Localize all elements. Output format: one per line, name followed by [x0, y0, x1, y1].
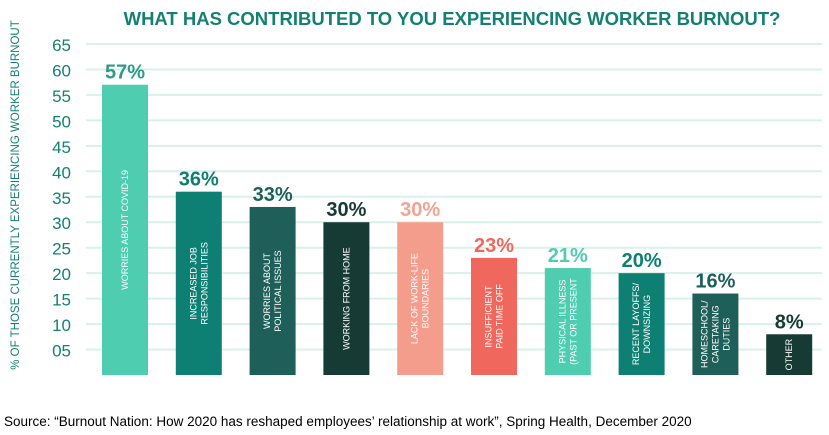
data-label: 16%: [695, 271, 735, 293]
svg-text:PHYSICAL ILLNESS(PAST OR PRESE: PHYSICAL ILLNESS(PAST OR PRESENT: [557, 278, 578, 365]
data-label: 21%: [548, 245, 588, 267]
category-label: WORRIES ABOUTPOLITICAL ISSUES: [262, 250, 283, 331]
y-tick-label: 60: [52, 61, 71, 80]
bar: [471, 257, 517, 375]
chart-title: WHAT HAS CONTRIBUTED TO YOU EXPERIENCING…: [124, 8, 781, 29]
bar: [249, 206, 296, 375]
y-tick-label: 05: [52, 342, 71, 361]
category-label: INSUFFICIENTPAID TIME OFF: [484, 284, 505, 349]
y-tick-label: 30: [52, 214, 71, 233]
category-label: HOMESCHOOL/CARETAKINGDUTIES: [699, 300, 731, 368]
y-tick-label: 55: [52, 87, 71, 106]
bar: [618, 273, 665, 375]
category-labels: WORRIES ABOUT COVID-19 INCREASED JOBRESPO…: [120, 170, 794, 370]
data-label: 30%: [400, 199, 440, 221]
data-label: 57%: [105, 62, 145, 84]
category-label: RECENT LAYOFFS/DOWNSIZING: [631, 282, 652, 365]
bar: [544, 268, 591, 375]
data-label: 33%: [253, 184, 293, 206]
category-label: OTHER: [784, 338, 794, 370]
bar: [692, 293, 739, 375]
svg-text:WORRIES ABOUTPOLITICAL ISSUES: WORRIES ABOUTPOLITICAL ISSUES: [262, 250, 283, 331]
svg-text:INSUFFICIENTPAID TIME OFF: INSUFFICIENTPAID TIME OFF: [484, 284, 505, 349]
bar-chart: 65 60 55 50 45 40 35 30 25 20 15 10 05 57% 36% 33% 30% 3…: [10, 8, 822, 375]
y-tick-label: 45: [52, 138, 71, 157]
bar: [175, 191, 222, 375]
y-tick-label: 50: [52, 112, 71, 131]
category-label: WORRIES ABOUT COVID-19: [120, 170, 130, 290]
y-tick-label: 40: [52, 163, 71, 182]
data-label: 23%: [474, 235, 514, 257]
svg-text:WORKING FROM HOME: WORKING FROM HOME: [341, 247, 351, 350]
category-label: LACK OF WORK-LIFEBOUNDARIES: [410, 253, 431, 344]
bars: [102, 84, 813, 375]
svg-text:WORRIES ABOUT COVID-19: WORRIES ABOUT COVID-19: [120, 170, 130, 290]
y-axis-ticks: 65 60 55 50 45 40 35 30 25 20 15 10 05: [52, 36, 71, 361]
svg-text:RECENT LAYOFFS/DOWNSIZING: RECENT LAYOFFS/DOWNSIZING: [631, 282, 652, 365]
data-labels: 57% 36% 33% 30% 30% 23% 21% 20% 16% 8%: [105, 62, 804, 334]
svg-text:LACK OF WORK-LIFEBOUNDARIES: LACK OF WORK-LIFEBOUNDARIES: [410, 253, 431, 344]
svg-text:OTHER: OTHER: [784, 338, 794, 370]
svg-text:INCREASED JOBRESPONSIBILITIES: INCREASED JOBRESPONSIBILITIES: [188, 242, 209, 325]
y-tick-label: 25: [52, 240, 71, 259]
data-label: 36%: [179, 169, 219, 191]
y-tick-label: 20: [52, 265, 71, 284]
category-label: WORKING FROM HOME: [341, 247, 351, 350]
category-label: PHYSICAL ILLNESS(PAST OR PRESENT: [557, 278, 578, 365]
bar: [323, 222, 370, 375]
data-label: 30%: [326, 199, 366, 221]
data-label: 8%: [775, 311, 804, 333]
y-tick-label: 10: [52, 316, 71, 335]
data-label: 20%: [622, 250, 662, 272]
y-axis-label: % OF THOSE CURRENTLY EXPERIENCING WORKER…: [10, 20, 22, 370]
source-note: Source: “Burnout Nation: How 2020 has re…: [4, 414, 692, 429]
y-tick-label: 65: [52, 36, 71, 55]
svg-text:HOMESCHOOL/CARETAKINGDUTIES: HOMESCHOOL/CARETAKINGDUTIES: [699, 300, 731, 368]
y-tick-label: 15: [52, 291, 71, 310]
category-label: INCREASED JOBRESPONSIBILITIES: [188, 242, 209, 325]
bar: [102, 84, 148, 375]
bar: [397, 222, 444, 375]
y-tick-label: 35: [52, 189, 71, 208]
bar: [766, 334, 813, 375]
